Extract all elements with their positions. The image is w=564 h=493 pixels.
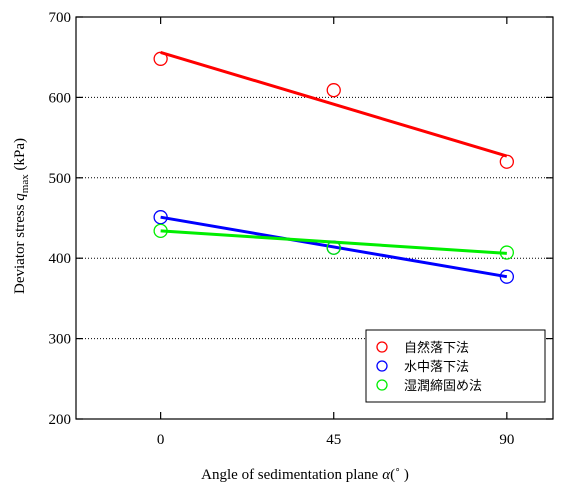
data-point-series-2-1 [153, 210, 168, 225]
legend-marker-3 [376, 379, 388, 391]
y-tick-label-600: 600 [49, 90, 72, 106]
axis-ticks [76, 16, 553, 420]
plot-frame [75, 16, 554, 420]
legend-label-1: 自然落下法 [404, 340, 469, 356]
y-axis-title: Deviator stress qmax (kPa) [12, 138, 31, 294]
legend-box [365, 329, 546, 403]
legend-marker-2 [376, 360, 388, 372]
fit-lines [160, 50, 508, 279]
data-point-series-1-3 [499, 154, 514, 169]
legend-label-3: 湿潤締固め法 [404, 378, 482, 394]
data-point-series-3-2 [326, 240, 341, 255]
y-tick-label-200: 200 [49, 412, 72, 428]
data-point-series-2-3 [499, 269, 514, 284]
fit-line-series-3 [160, 229, 507, 255]
data-point-series-1-2 [326, 83, 341, 98]
data-point-series-3-1 [153, 223, 168, 239]
grid-lines [76, 96, 553, 340]
x-axis-title: Angle of sedimentation plane α(˚ ) [201, 467, 409, 483]
data-point-series-3-3 [499, 245, 514, 260]
y-tick-label-400: 400 [49, 251, 72, 267]
data-markers [153, 51, 514, 284]
fit-line-series-1 [160, 50, 508, 158]
x-tick-label-45: 45 [326, 432, 341, 448]
fit-line-series-2 [160, 215, 508, 279]
data-point-series-1-1 [153, 51, 168, 66]
y-tick-label-500: 500 [49, 171, 72, 187]
tick-labels: 200 300 400 500 600 700 0 45 90 [49, 10, 515, 448]
legend-label-2: 水中落下法 [404, 360, 469, 375]
x-tick-label-0: 0 [157, 432, 165, 448]
x-tick-label-90: 90 [499, 432, 514, 448]
y-tick-label-300: 300 [49, 332, 72, 348]
legend-marker-1 [376, 341, 388, 353]
y-tick-label-700: 700 [49, 10, 72, 26]
